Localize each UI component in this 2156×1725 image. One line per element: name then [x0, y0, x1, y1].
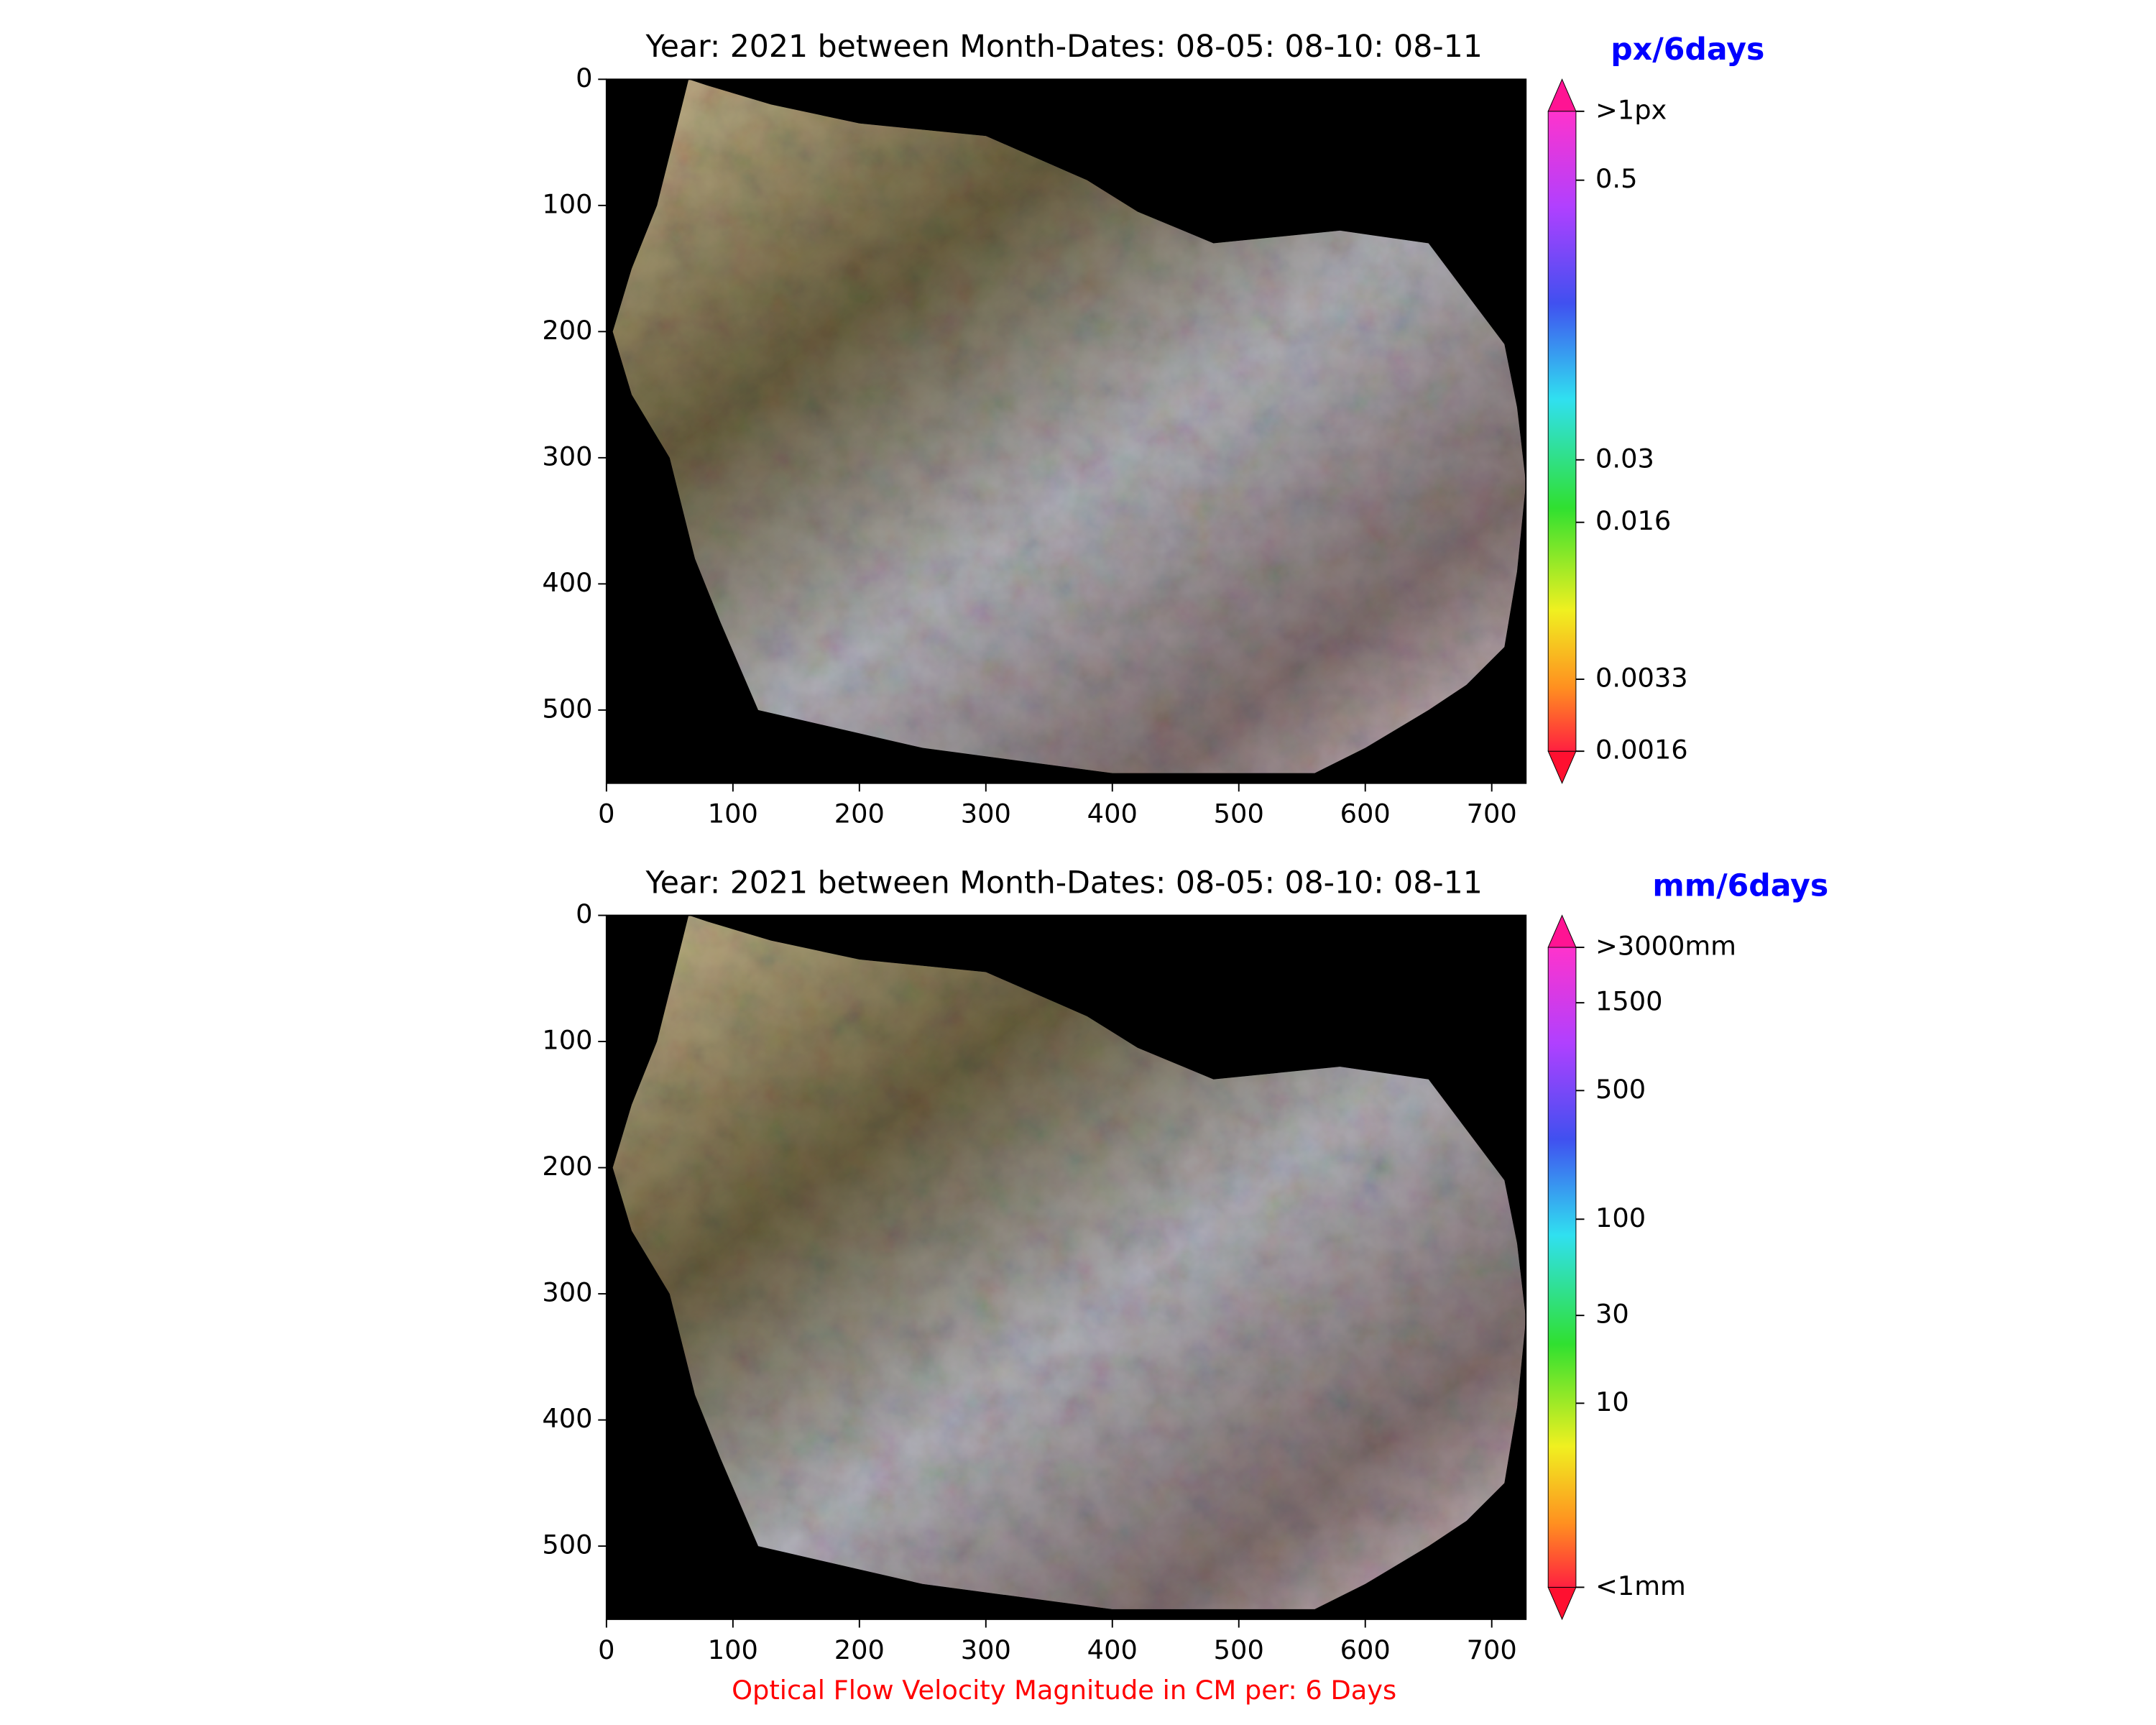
- y-tick-label: 500: [542, 1530, 592, 1560]
- colorbar-tick-label: 0.016: [1595, 505, 1671, 536]
- y-tick-label: 400: [542, 1403, 592, 1434]
- colorbar-label: mm/6days: [1652, 868, 1828, 903]
- x-tick-label: 0: [598, 799, 614, 829]
- y-tick-label: 100: [542, 188, 592, 219]
- figure-caption: Optical Flow Velocity Magnitude in CM pe…: [732, 1675, 1396, 1706]
- colorbar-tick-label: 1500: [1595, 986, 1663, 1017]
- x-tick-label: 200: [834, 799, 885, 829]
- y-tick-label: 500: [542, 693, 592, 724]
- colorbar-tick-label: 100: [1595, 1202, 1646, 1233]
- colorbar: [1547, 947, 1577, 1588]
- y-tick-label: 0: [576, 898, 592, 929]
- x-tick-label: 400: [1087, 799, 1138, 829]
- y-tick-label: 200: [542, 1151, 592, 1182]
- x-tick-label: 600: [1340, 1634, 1391, 1665]
- colorbar-tick-label: 10: [1595, 1386, 1629, 1417]
- colorbar-extend-top: [1547, 78, 1577, 112]
- x-tick-label: 700: [1467, 1634, 1517, 1665]
- y-tick-label: 300: [542, 441, 592, 472]
- x-tick-label: 500: [1214, 1634, 1264, 1665]
- colorbar-tick-label: 0.5: [1595, 163, 1637, 194]
- colorbar-tick-label: 0.0016: [1595, 735, 1688, 765]
- colorbar-tick-label: >3000mm: [1595, 931, 1736, 962]
- colorbar-tick-label: 30: [1595, 1299, 1629, 1330]
- image-axes: Year: 2021 between Month-Dates: 08-05: 0…: [542, 865, 1828, 1665]
- x-tick-label: 100: [708, 799, 758, 829]
- x-tick-label: 600: [1340, 799, 1391, 829]
- colorbar-tick-label: 0.03: [1595, 443, 1654, 474]
- colorbar-extend-bottom: [1547, 1586, 1577, 1621]
- x-tick-label: 0: [598, 1634, 614, 1665]
- y-tick-label: 400: [542, 567, 592, 598]
- x-tick-label: 300: [961, 799, 1011, 829]
- y-tick-label: 200: [542, 315, 592, 346]
- colorbar-tick-label: 0.0033: [1595, 663, 1688, 694]
- colorbar-tick-label: >1px: [1595, 94, 1667, 125]
- colorbar: [1547, 111, 1577, 752]
- x-tick-label: 100: [708, 1634, 758, 1665]
- x-tick-label: 400: [1087, 1634, 1138, 1665]
- colorbar-extend-bottom: [1547, 750, 1577, 784]
- colorbar-tick-label: 500: [1595, 1074, 1646, 1105]
- y-tick-label: 0: [576, 63, 592, 93]
- terrain-image: [612, 915, 1526, 1609]
- axes-frame: [605, 78, 1527, 784]
- axes-title: Year: 2021 between Month-Dates: 08-05: 0…: [645, 29, 1482, 65]
- x-tick-label: 700: [1467, 799, 1517, 829]
- y-tick-label: 100: [542, 1025, 592, 1056]
- colorbar-extend-top: [1547, 914, 1577, 948]
- terrain-image: [612, 79, 1526, 773]
- image-axes: Year: 2021 between Month-Dates: 08-05: 0…: [542, 29, 1764, 829]
- colorbar-label: px/6days: [1611, 32, 1764, 68]
- colorbar-tick-label: <1mm: [1595, 1570, 1686, 1601]
- axes-frame: [605, 914, 1527, 1620]
- y-tick-label: 300: [542, 1277, 592, 1308]
- x-tick-label: 200: [834, 1634, 885, 1665]
- axes-title: Year: 2021 between Month-Dates: 08-05: 0…: [645, 865, 1482, 901]
- x-tick-label: 500: [1214, 799, 1264, 829]
- x-tick-label: 300: [961, 1634, 1011, 1665]
